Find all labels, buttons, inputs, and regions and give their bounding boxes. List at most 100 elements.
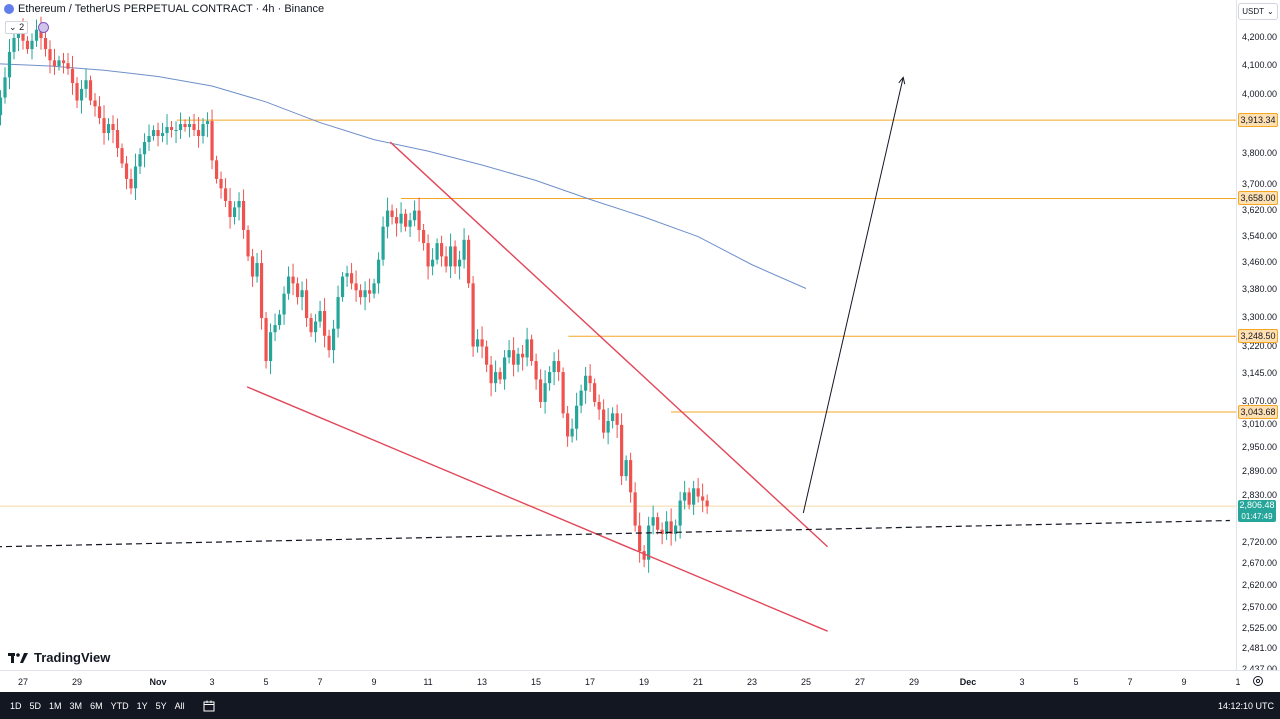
candle-body[interactable]	[588, 375, 592, 384]
chart-area[interactable]	[0, 0, 1236, 670]
candle-body[interactable]	[165, 127, 169, 134]
candle-body[interactable]	[7, 51, 12, 78]
candle-body[interactable]	[21, 29, 25, 41]
candle-body[interactable]	[318, 311, 322, 322]
candle-body[interactable]	[385, 210, 390, 227]
candle-body[interactable]	[120, 148, 124, 164]
candle-body[interactable]	[381, 226, 385, 260]
candle-body[interactable]	[363, 290, 367, 298]
candle-body[interactable]	[412, 210, 417, 221]
candle-body[interactable]	[683, 492, 687, 501]
candle-body[interactable]	[579, 390, 583, 406]
candle-body[interactable]	[503, 357, 507, 380]
candle-body[interactable]	[430, 259, 435, 267]
candle-body[interactable]	[399, 213, 403, 224]
candle-body[interactable]	[3, 77, 7, 98]
candle-body[interactable]	[674, 525, 678, 534]
candle-body[interactable]	[408, 220, 412, 227]
candle-body[interactable]	[187, 124, 192, 128]
candle-body[interactable]	[196, 130, 201, 137]
candle-body[interactable]	[484, 346, 489, 365]
candle-body[interactable]	[539, 379, 543, 402]
candle-body[interactable]	[566, 413, 570, 437]
candle-body[interactable]	[70, 68, 75, 84]
candle-body[interactable]	[642, 551, 646, 560]
candle-body[interactable]	[178, 124, 183, 131]
candle-body[interactable]	[264, 318, 268, 362]
candle-body[interactable]	[133, 166, 138, 189]
candle-body[interactable]	[228, 200, 232, 218]
candle-body[interactable]	[597, 401, 601, 410]
event-marker-icon[interactable]	[38, 22, 49, 33]
candle-body[interactable]	[156, 130, 160, 137]
candle-body[interactable]	[201, 124, 205, 137]
projection-arrow[interactable]	[802, 77, 904, 514]
candle-body[interactable]	[525, 339, 529, 358]
candle-body[interactable]	[88, 80, 93, 101]
candle-body[interactable]	[687, 492, 691, 505]
candle-body[interactable]	[345, 273, 349, 277]
candle-body[interactable]	[205, 121, 210, 125]
candle-body[interactable]	[530, 339, 534, 362]
candle-body[interactable]	[219, 178, 223, 189]
range-button-3m[interactable]: 3M	[69, 700, 83, 711]
candle-body[interactable]	[282, 293, 286, 315]
candle-body[interactable]	[669, 521, 673, 534]
candle-body[interactable]	[403, 213, 408, 227]
candle-body[interactable]	[439, 243, 444, 257]
candle-body[interactable]	[584, 375, 588, 391]
candle-body[interactable]	[358, 290, 363, 298]
candle-body[interactable]	[489, 364, 493, 384]
candle-body[interactable]	[48, 49, 52, 61]
candle-body[interactable]	[435, 243, 439, 260]
range-button-ytd[interactable]: YTD	[110, 700, 129, 711]
candle-body[interactable]	[97, 106, 102, 119]
candle-body[interactable]	[277, 314, 282, 326]
candle-body[interactable]	[102, 118, 106, 134]
candle-body[interactable]	[516, 353, 520, 365]
candle-body[interactable]	[665, 521, 669, 534]
candle-body[interactable]	[394, 217, 399, 224]
candle-body[interactable]	[246, 229, 250, 257]
candle-body[interactable]	[548, 372, 552, 384]
candle-body[interactable]	[57, 60, 61, 66]
settings-icon[interactable]	[1252, 675, 1264, 687]
candle-body[interactable]	[268, 332, 273, 362]
range-button-1m[interactable]: 1M	[49, 700, 62, 711]
candle-body[interactable]	[701, 496, 705, 501]
currency-button[interactable]: USDT ⌄	[1238, 3, 1278, 20]
candle-body[interactable]	[462, 239, 466, 260]
candle-body[interactable]	[39, 29, 43, 38]
candle-body[interactable]	[543, 383, 547, 402]
candle-body[interactable]	[273, 325, 277, 333]
support-dashed-line[interactable]	[0, 519, 1230, 548]
candle-body[interactable]	[142, 142, 147, 155]
range-button-5y[interactable]: 5Y	[155, 700, 167, 711]
candle-body[interactable]	[453, 246, 457, 267]
candle-body[interactable]	[354, 283, 358, 291]
upper-wedge-line[interactable]	[389, 141, 829, 548]
candle-body[interactable]	[124, 163, 129, 179]
utc-clock[interactable]: 14:12:10 UTC	[1217, 700, 1274, 711]
candle-body[interactable]	[552, 361, 556, 373]
candle-body[interactable]	[521, 353, 525, 358]
candle-body[interactable]	[61, 60, 66, 64]
candle-body[interactable]	[115, 130, 120, 149]
candle-body[interactable]	[160, 133, 165, 137]
candle-body[interactable]	[138, 154, 142, 167]
tradingview-logo[interactable]: TradingView	[8, 650, 110, 665]
candle-body[interactable]	[43, 38, 48, 50]
candle-body[interactable]	[633, 492, 637, 526]
candle-body[interactable]	[210, 121, 214, 161]
candle-body[interactable]	[372, 283, 376, 294]
candle-body[interactable]	[570, 428, 574, 437]
candle-body[interactable]	[52, 60, 57, 66]
level-price-tag[interactable]: 3,658.00	[1238, 191, 1278, 206]
candle-body[interactable]	[624, 460, 628, 477]
candle-body[interactable]	[75, 83, 79, 101]
candle-body[interactable]	[475, 339, 480, 347]
indicator-collapse-button[interactable]: ⌄ 2	[5, 21, 29, 34]
candle-body[interactable]	[232, 207, 237, 218]
candle-body[interactable]	[255, 263, 259, 277]
candle-body[interactable]	[512, 350, 516, 365]
